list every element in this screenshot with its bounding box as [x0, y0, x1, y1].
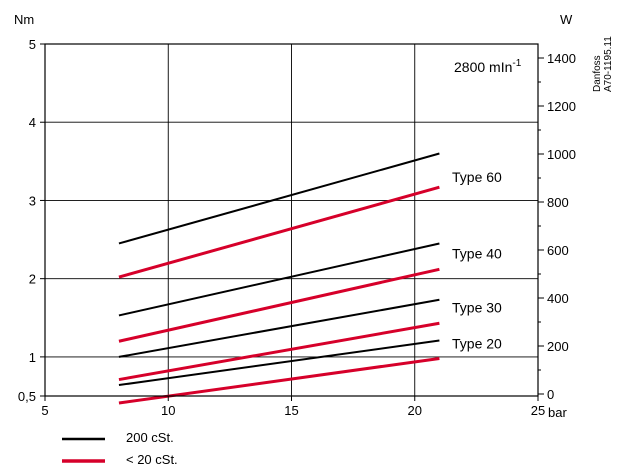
y2-tick-label: 200	[547, 339, 569, 354]
series-line	[118, 267, 440, 343]
y-tick-label: 3	[29, 193, 36, 208]
type-label: Type 60	[452, 169, 502, 185]
series-lines	[118, 152, 440, 405]
series-line	[118, 339, 440, 387]
drawing-code-line: Danfoss	[592, 55, 603, 92]
x-tick-label: 15	[284, 403, 298, 418]
x-axis: 5 10 15 20 25	[41, 396, 545, 418]
x-axis-label: bar	[548, 405, 567, 420]
y2-axis-label: W	[560, 12, 573, 27]
grid	[45, 44, 538, 396]
y-tick-label: 2	[29, 272, 36, 287]
y2-tick-label: 0	[547, 387, 554, 402]
drawing-code-line: A70-1195.11	[603, 36, 614, 92]
y2-tick-label: 400	[547, 291, 569, 306]
x-tick-label: 5	[41, 403, 48, 418]
y-axis-right: 0 200 400 600 800 1000 1200 1400	[538, 51, 576, 402]
series-line	[118, 152, 440, 245]
series-labels: Type 60 Type 40 Type 30 Type 20	[452, 169, 502, 352]
y-axis-label: Nm	[14, 12, 34, 27]
series-line	[118, 242, 440, 317]
y-axis-left: 0,5 1 2 3 4 5	[18, 37, 45, 404]
y2-tick-label: 1000	[547, 147, 576, 162]
x-tick-label: 10	[161, 403, 175, 418]
x-tick-label: 25	[531, 403, 545, 418]
type-label: Type 20	[452, 336, 502, 352]
y-tick-label: 1	[29, 350, 36, 365]
legend-label: < 20 cSt.	[126, 452, 178, 467]
legend-label: 200 cSt.	[126, 430, 174, 445]
y-tick-label: 5	[29, 37, 36, 52]
type-label: Type 30	[452, 300, 502, 316]
y2-tick-label: 1200	[547, 99, 576, 114]
series-line	[118, 298, 440, 358]
y2-tick-label: 800	[547, 195, 569, 210]
y2-tick-label: 1400	[547, 51, 576, 66]
x-tick-label: 20	[408, 403, 422, 418]
speed-annotation-text: 2800 mIn	[454, 59, 512, 75]
series-line	[118, 321, 440, 382]
type-label: Type 40	[452, 246, 502, 262]
y2-tick-label: 600	[547, 243, 569, 258]
speed-annotation: 2800 mIn-1	[454, 58, 522, 75]
y-tick-label: 0,5	[18, 389, 36, 404]
speed-annotation-sup: -1	[512, 58, 521, 69]
series-line	[118, 185, 440, 279]
drawing-code: Danfoss A70-1195.11	[592, 36, 614, 92]
legend: 200 cSt. < 20 cSt.	[62, 430, 178, 467]
y-tick-label: 4	[29, 115, 36, 130]
